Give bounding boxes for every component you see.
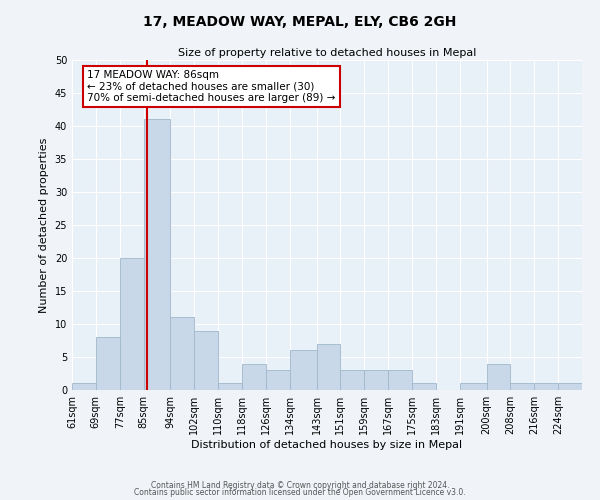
Bar (242, 364, 266, 390)
Bar (534, 384, 558, 390)
Bar (558, 384, 582, 390)
Text: Contains public sector information licensed under the Open Government Licence v3: Contains public sector information licen… (134, 488, 466, 497)
Bar (317, 344, 340, 390)
Bar (120, 258, 143, 390)
Bar (364, 370, 388, 390)
Bar (96, 337, 120, 390)
Y-axis label: Number of detached properties: Number of detached properties (39, 138, 49, 312)
Bar (194, 330, 218, 390)
Bar (412, 384, 436, 390)
X-axis label: Distribution of detached houses by size in Mepal: Distribution of detached houses by size … (191, 440, 463, 450)
Bar (388, 370, 412, 390)
Bar (487, 364, 511, 390)
Bar (340, 370, 364, 390)
Bar (72, 384, 96, 390)
Text: 17 MEADOW WAY: 86sqm
← 23% of detached houses are smaller (30)
70% of semi-detac: 17 MEADOW WAY: 86sqm ← 23% of detached h… (88, 70, 335, 103)
Bar (170, 318, 194, 390)
Title: Size of property relative to detached houses in Mepal: Size of property relative to detached ho… (178, 48, 476, 58)
Bar (218, 384, 242, 390)
Bar (511, 384, 534, 390)
Bar (143, 120, 170, 390)
Text: 17, MEADOW WAY, MEPAL, ELY, CB6 2GH: 17, MEADOW WAY, MEPAL, ELY, CB6 2GH (143, 15, 457, 29)
Bar (266, 370, 290, 390)
Bar (290, 350, 317, 390)
Bar (460, 384, 487, 390)
Text: Contains HM Land Registry data © Crown copyright and database right 2024.: Contains HM Land Registry data © Crown c… (151, 480, 449, 490)
